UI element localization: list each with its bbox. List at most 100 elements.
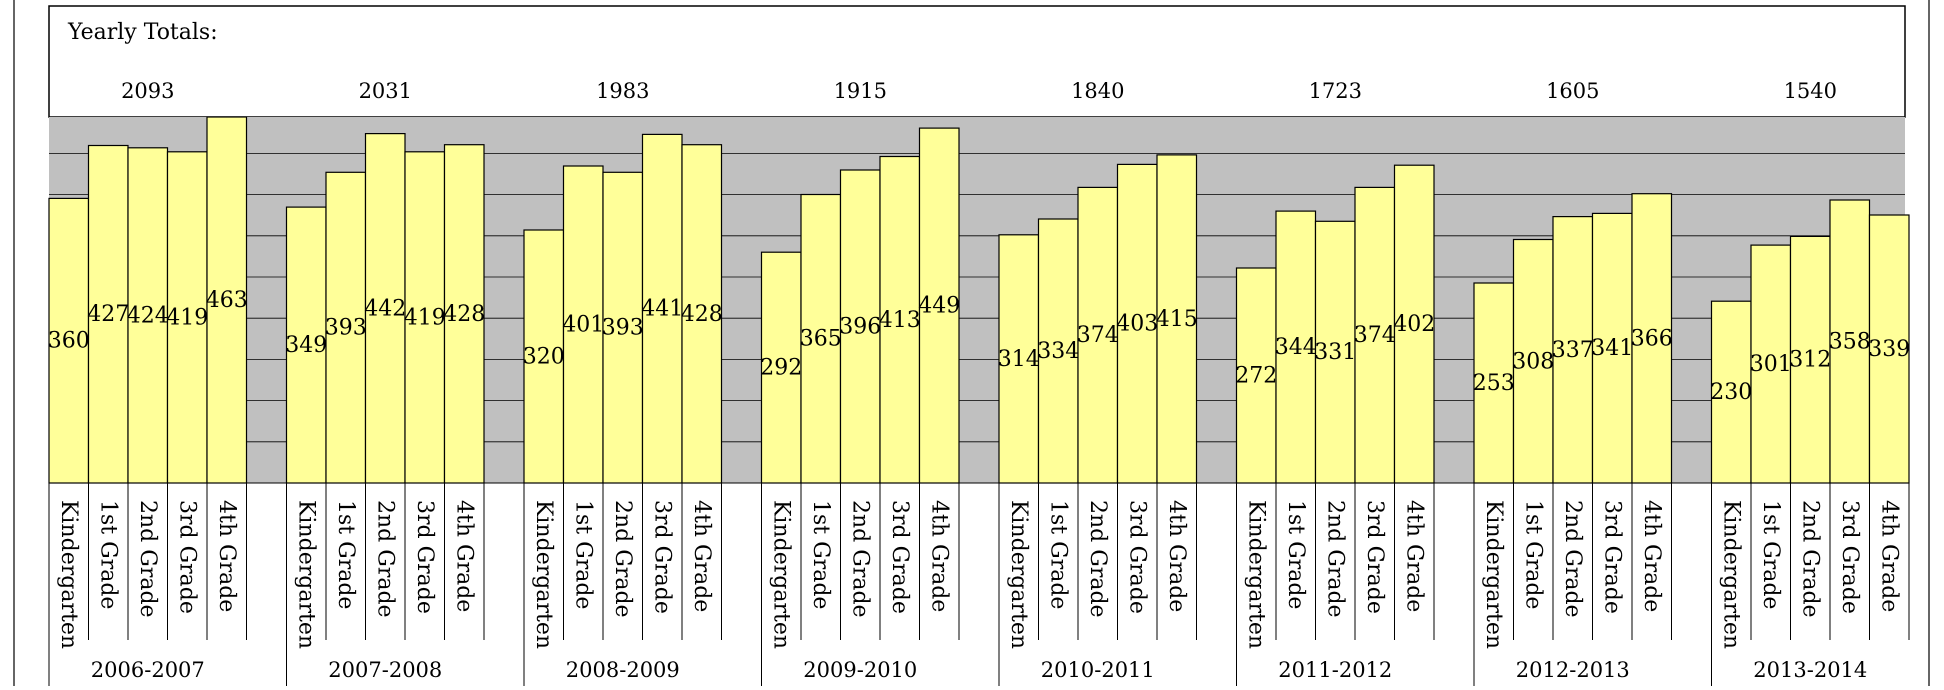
value-label: 337 [1552, 338, 1594, 363]
category-label: Kindergarten [56, 500, 81, 649]
value-label: 441 [641, 297, 683, 322]
year-label-2006-2007: 2006-2007 [91, 658, 205, 682]
bar-2007-2008-2nd-grade [364, 133, 406, 484]
category-label: Kindergarten [1718, 500, 1743, 649]
yearly-totals-box [48, 5, 1906, 118]
value-label: 401 [562, 313, 604, 338]
category-label: 3rd Grade [174, 500, 199, 614]
yearly-totals-title: Yearly Totals: [67, 20, 218, 45]
yearly-total-2013-2014: 1540 [1784, 79, 1837, 103]
yearly-total-2008-2009: 1983 [596, 79, 649, 103]
value-label: 419 [404, 305, 446, 330]
category-label: Kindergarten [768, 500, 793, 649]
yearly-total-2009-2010: 1915 [834, 79, 887, 103]
bar-2012-2013-kindergarten [1473, 282, 1515, 484]
bar-2006-2007-3rd-grade [166, 151, 208, 484]
bar-2008-2009-2nd-grade [602, 171, 644, 484]
yearly-total-2012-2013: 1605 [1546, 79, 1599, 103]
year-label-2008-2009: 2008-2009 [566, 658, 680, 682]
year-label-2010-2011: 2010-2011 [1041, 658, 1155, 682]
value-label: 393 [325, 316, 367, 341]
category-label: 1st Grade [1758, 500, 1783, 609]
value-label: 366 [1631, 326, 1673, 351]
category-label: 4th Grade [214, 500, 239, 612]
category-label: 4th Grade [451, 500, 476, 612]
category-label: 3rd Grade [887, 500, 912, 614]
bar-2008-2009-4th-grade [681, 144, 723, 484]
value-label: 424 [127, 303, 169, 328]
bar-2009-2010-2nd-grade [839, 169, 881, 484]
value-label: 419 [166, 305, 208, 330]
value-label: 449 [918, 294, 960, 319]
year-label-2007-2008: 2007-2008 [328, 658, 442, 682]
category-label: 1st Grade [808, 500, 833, 609]
value-label: 320 [523, 345, 565, 370]
bar-2009-2010-1st-grade [800, 193, 842, 484]
category-label: Kindergarten [293, 500, 318, 649]
value-label: 403 [1116, 312, 1158, 337]
category-label: 4th Grade [1401, 500, 1426, 612]
category-label: 2nd Grade [135, 500, 160, 618]
category-label: 3rd Grade [1837, 500, 1862, 614]
value-label: 463 [206, 288, 248, 313]
value-label: 339 [1868, 337, 1910, 362]
bar-2011-2012-3rd-grade [1354, 186, 1396, 484]
category-label: 1st Grade [1045, 500, 1070, 609]
bar-2008-2009-3rd-grade [641, 133, 683, 484]
category-label: Kindergarten [1243, 500, 1268, 649]
value-label: 374 [1354, 323, 1396, 348]
bar-2007-2008-kindergarten [285, 206, 327, 484]
category-label: 2nd Grade [372, 500, 397, 618]
category-label: 2nd Grade [610, 500, 635, 618]
value-label: 344 [1275, 335, 1317, 360]
bar-2008-2009-kindergarten [523, 229, 565, 484]
category-label: 3rd Grade [412, 500, 437, 614]
category-label: 4th Grade [926, 500, 951, 612]
bar-2013-2014-kindergarten [1710, 300, 1752, 484]
bar-2013-2014-1st-grade [1750, 244, 1792, 484]
value-label: 393 [602, 316, 644, 341]
yearly-totals-row: 2093 2031 1983 1915 1840 1723 1605 1540 [121, 79, 1837, 103]
bar-2011-2012-1st-grade [1275, 210, 1317, 484]
value-label: 272 [1235, 364, 1277, 389]
value-label: 331 [1314, 340, 1356, 365]
category-label: 3rd Grade [649, 500, 674, 614]
bar-2011-2012-4th-grade [1393, 164, 1435, 484]
bar-2008-2009-1st-grade [562, 165, 604, 484]
value-label: 413 [879, 308, 921, 333]
bar-2010-2011-2nd-grade [1077, 186, 1119, 484]
category-label: 3rd Grade [1599, 500, 1624, 614]
category-axis: Kindergarten 1st Grade 2nd Grade 3rd Grade 4… [48, 482, 1910, 686]
value-labels: 3604274244194633493934424194283204013934… [48, 288, 1911, 405]
bar-2010-2011-kindergarten [998, 234, 1040, 484]
category-label: 1st Grade [570, 500, 595, 609]
category-label: 2nd Grade [1797, 500, 1822, 618]
yearly-total-2006-2007: 2093 [121, 79, 174, 103]
year-label-2012-2013: 2012-2013 [1516, 658, 1630, 682]
value-label: 292 [760, 356, 802, 381]
value-label: 308 [1512, 349, 1554, 374]
value-label: 314 [998, 347, 1040, 372]
category-label: 4th Grade [1164, 500, 1189, 612]
value-label: 312 [1789, 348, 1831, 373]
yearly-total-2007-2008: 2031 [359, 79, 412, 103]
yearly-total-2011-2012: 1723 [1309, 79, 1362, 103]
value-label: 402 [1393, 312, 1435, 337]
value-label: 428 [681, 302, 723, 327]
category-label: 1st Grade [1283, 500, 1308, 609]
value-label: 230 [1710, 380, 1752, 405]
category-label: 2nd Grade [1085, 500, 1110, 618]
value-label: 360 [48, 329, 90, 354]
year-label-2009-2010: 2009-2010 [803, 658, 917, 682]
category-label: 1st Grade [95, 500, 120, 609]
bar-2006-2007-2nd-grade [127, 147, 169, 484]
category-label: 3rd Grade [1362, 500, 1387, 614]
value-label: 427 [87, 302, 129, 327]
value-label: 374 [1077, 323, 1119, 348]
year-label-2011-2012: 2011-2012 [1278, 658, 1392, 682]
bar-2006-2007-kindergarten [48, 197, 90, 484]
value-label: 428 [443, 302, 485, 327]
category-label: 4th Grade [1876, 500, 1901, 612]
value-label: 365 [800, 327, 842, 352]
category-label: Kindergarten [531, 500, 556, 649]
